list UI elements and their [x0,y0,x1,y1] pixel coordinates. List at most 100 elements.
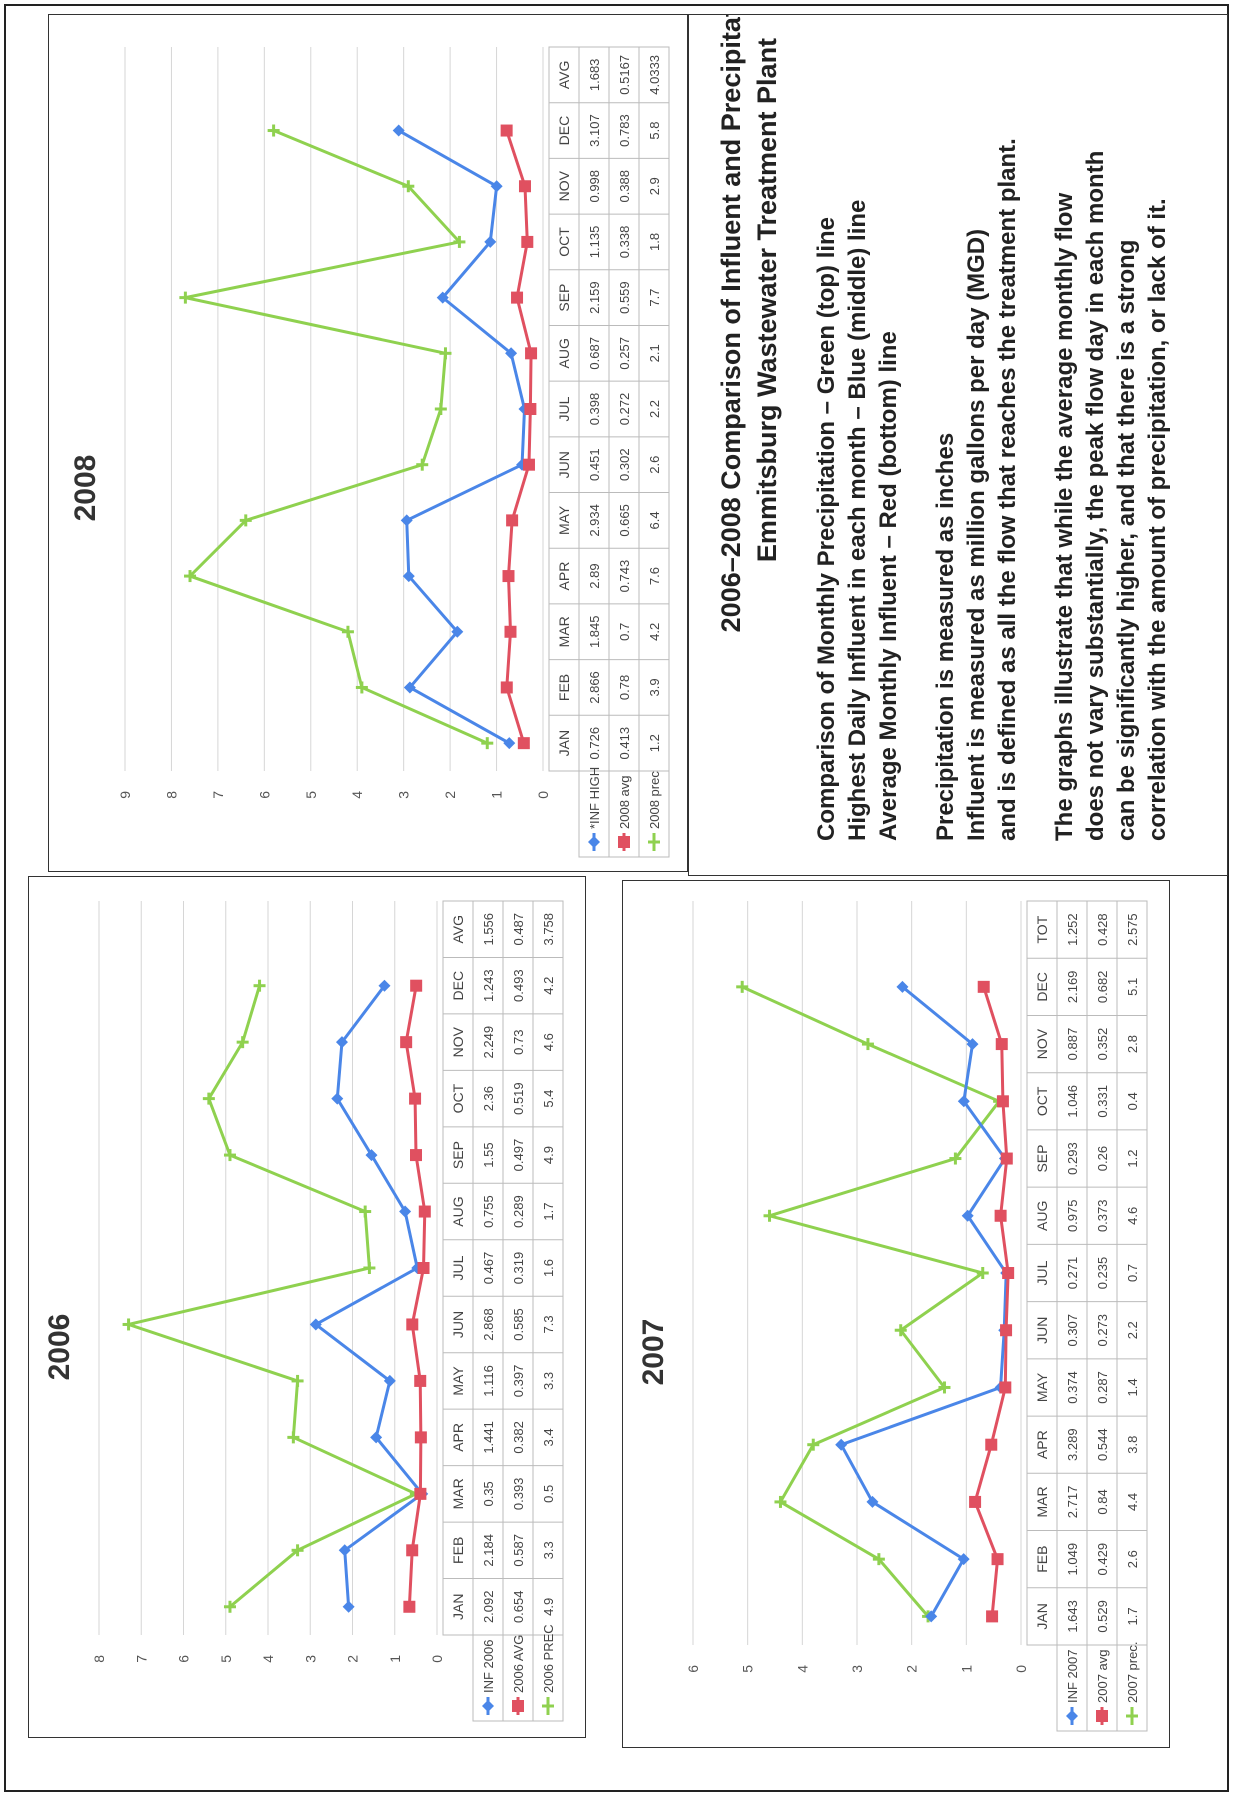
data-point-prec [184,570,197,583]
legend-label: 2007 prec. [1125,1642,1140,1703]
y-tick-label: 5 [303,791,319,799]
data-point-prec [949,1152,962,1165]
y-tick-label: 8 [91,1655,107,1663]
table-cell: 0.887 [1065,1028,1080,1061]
table-cell: 0.84 [1095,1489,1110,1514]
legend-explanation: Comparison of Monthly Precipitation – Gr… [811,15,904,841]
table-cell: 0.998 [587,170,602,203]
table-cell: 2.6 [1125,1550,1140,1568]
table-cell: 0.783 [617,114,632,147]
page-frame [4,4,1229,1792]
table-cell: 1.643 [1065,1600,1080,1633]
table-cell: 1.135 [587,226,602,259]
table-cell: 7.7 [647,289,662,307]
table-cell: 0.271 [1065,1257,1080,1290]
x-tick-label: FEB [556,674,572,701]
table-cell: 3.8 [1125,1436,1140,1454]
table-cell: 2.092 [481,1590,496,1623]
table-cell: 1.2 [647,734,662,752]
table-cell: 1.6 [541,1259,556,1277]
x-tick-label: APR [450,1423,466,1452]
data-point-inf [966,1038,979,1051]
data-point-avg [522,458,535,471]
table-cell: 1.4 [1125,1378,1140,1396]
series-line-prec [741,985,1002,1618]
data-point-avg [403,1600,416,1613]
data-point-inf [436,291,449,304]
data-point-prec [291,1544,304,1557]
legend-label: INF 2007 [1065,1650,1080,1703]
data-point-avg [1002,1267,1015,1279]
data-point-prec [122,1318,135,1331]
table-cell: 0.975 [1065,1199,1080,1232]
series-line-avg [404,985,427,1607]
description-line: The graphs illustrate that while the ave… [1051,192,1078,841]
x-tick-label: MAR [450,1478,466,1509]
data-point-prec [938,1381,951,1394]
table-cell: 1.55 [481,1142,496,1167]
table-cell: 0.4 [1125,1092,1140,1110]
table-cell: 0.428 [1095,913,1110,946]
table-cell: 2.6 [647,456,662,474]
data-point-avg [506,514,519,527]
y-tick-label: 3 [396,791,412,799]
chart-title: 2007 [637,1319,670,1386]
data-point-avg [410,979,423,992]
legend-label: *INF HIGH [587,767,602,829]
data-point-inf [835,1438,848,1451]
x-tick-label: DEC [450,971,466,1001]
y-tick-label: 5 [740,1665,756,1673]
series-line-prec [185,129,488,745]
y-tick-label: 3 [302,1655,318,1663]
table-cell: 0.5167 [617,55,632,95]
x-tick-label: JUL [1034,1260,1050,1285]
table-cell: 0.352 [1095,1028,1110,1061]
data-point-prec [481,737,494,750]
table-cell: 3.107 [587,114,602,147]
description-title: 2006–2008 Comparison of Influent and Pre… [713,15,785,841]
data-point-inf [309,1318,322,1331]
x-tick-label: OCT [450,1083,466,1113]
data-point-avg [986,1610,999,1623]
series-line-avg [973,986,1010,1617]
data-point-prec [179,291,192,304]
table-cell: 0.73 [511,1029,526,1054]
table-cell: 0.413 [617,727,632,760]
y-tick-label: 5 [218,1655,234,1663]
table-cell: 3.289 [1065,1428,1080,1461]
data-point-inf [365,1149,378,1162]
table-cell: 0.497 [511,1139,526,1172]
data-point-avg [999,1381,1012,1394]
legend-marker-prec [1126,1710,1138,1722]
x-tick-label: MAR [556,616,572,647]
table-cell: 0.374 [1065,1371,1080,1404]
y-tick-label: 1 [958,1665,974,1673]
table-cell: 1.7 [1125,1607,1140,1625]
x-tick-label: TOT [1034,915,1050,943]
data-point-prec [402,180,415,193]
data-point-prec [359,1205,372,1218]
table-cell: 2.717 [1065,1486,1080,1519]
table-cell: 2.934 [587,504,602,537]
x-tick-label: SEP [556,284,572,312]
table-cell: 4.9 [541,1598,556,1616]
x-tick-label: AUG [450,1196,466,1226]
table-cell: 2.8 [1125,1035,1140,1053]
table-cell: 0.273 [1095,1314,1110,1347]
data-point-prec [894,1324,907,1337]
series-line-inf [397,129,527,745]
data-point-avg [996,1095,1009,1108]
table-cell: 0.319 [511,1252,526,1285]
table-cell: 0.665 [617,504,632,537]
table-cell: 2.36 [481,1086,496,1111]
legend-label: 2008 prec [647,771,662,829]
x-tick-label: DEC [556,116,572,146]
x-tick-label: JAN [556,730,572,756]
description-line: Highest Daily Influent in each month – B… [844,199,871,841]
table-cell: 0.429 [1095,1543,1110,1576]
table-cell: 0.487 [511,913,526,946]
table-cell: 1.441 [481,1421,496,1454]
data-point-avg [985,1438,998,1451]
data-point-inf [505,347,518,360]
table-cell: 3.4 [541,1428,556,1446]
